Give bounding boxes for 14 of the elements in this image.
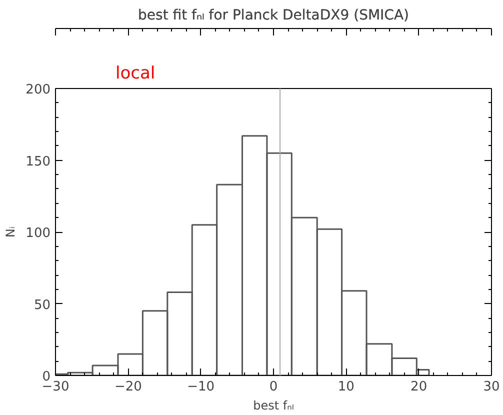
y-tick-label: 200 (26, 82, 51, 98)
x-tick-label: −20 (114, 380, 142, 394)
x-tick-label: 0 (269, 380, 278, 394)
y-tick-label: 100 (26, 226, 51, 241)
text: local (116, 64, 156, 84)
x-axis-title: best fₙₗ (253, 398, 294, 412)
x-tick-label: 30 (483, 380, 500, 394)
y-tick-label: 150 (26, 154, 51, 170)
chart-title: best fit fₙₗ for Planck DeltaDX9 (SMICA) (138, 8, 409, 24)
x-tick-label: −10 (187, 380, 215, 394)
x-tick-label: 10 (338, 380, 354, 394)
y-tick-label: 50 (34, 298, 51, 313)
y-axis-title: Nᵢ (4, 226, 18, 238)
x-tick-label: 20 (410, 380, 428, 394)
